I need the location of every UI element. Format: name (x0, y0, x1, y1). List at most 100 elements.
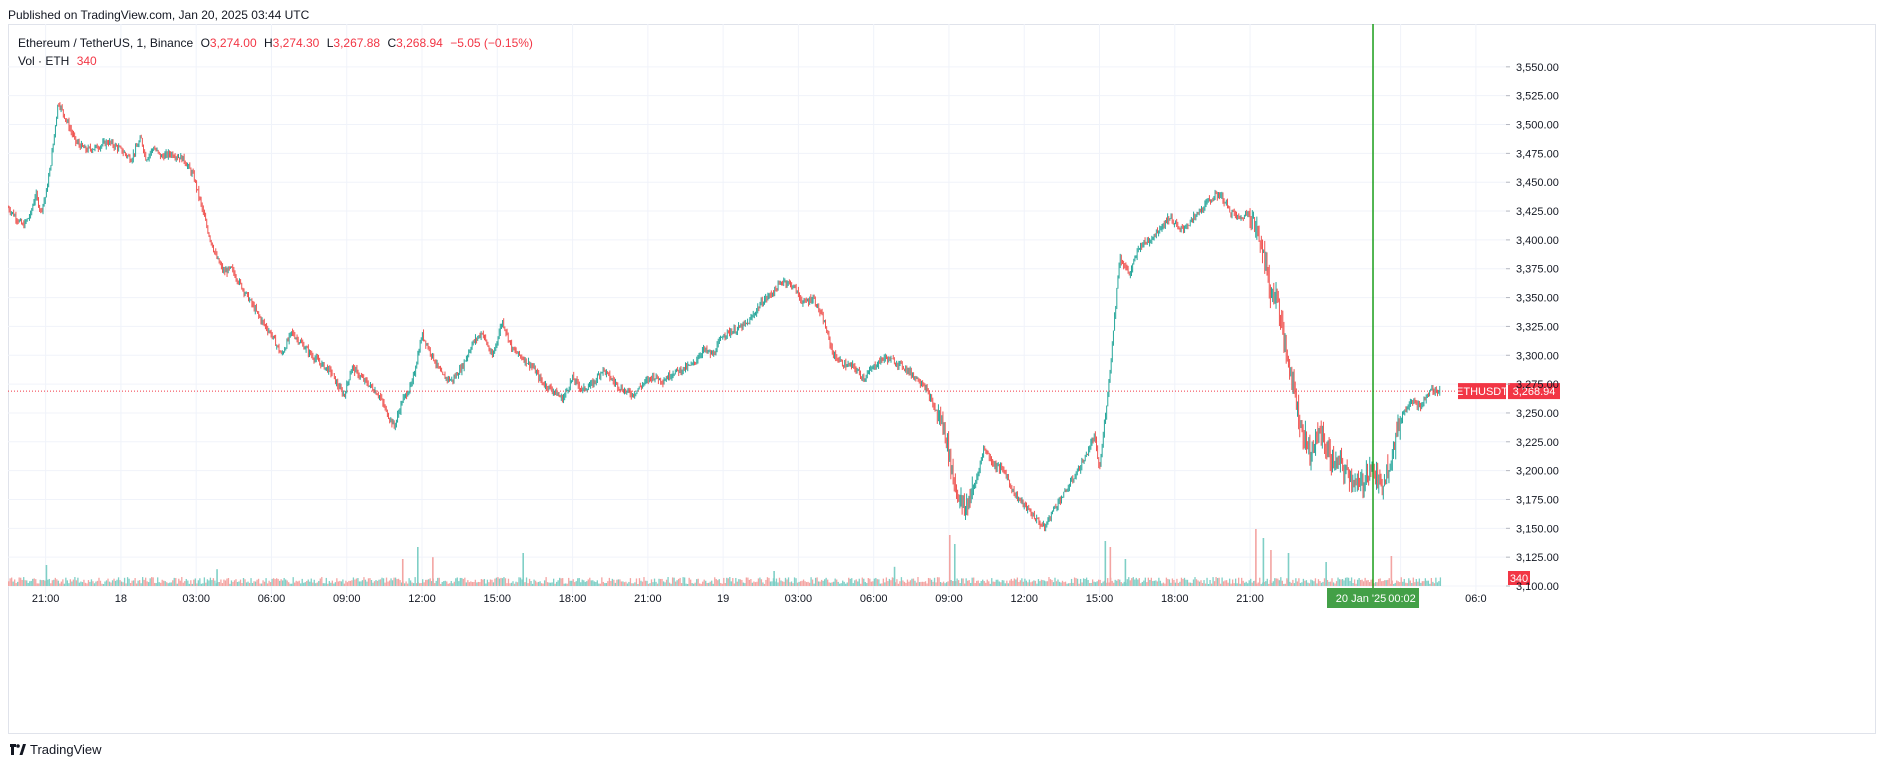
volume-bar (113, 578, 115, 586)
volume-bar (765, 579, 767, 586)
volume-bar (1266, 578, 1268, 586)
volume-bar (1411, 582, 1413, 586)
price-chart[interactable]: ETHUSDT 3,268.94 340 3,550.00 3,525.00 3,500… (8, 24, 1876, 734)
volume-bar (303, 582, 305, 586)
volume-bar (143, 579, 145, 586)
volume-bar (777, 582, 779, 586)
volume-bar (888, 578, 891, 586)
volume-bar (260, 583, 263, 586)
volume-bar (754, 582, 757, 586)
volume-bar (379, 579, 382, 586)
volume-bar (717, 580, 719, 586)
volume-bar (1167, 578, 1169, 586)
y-tick-label: 3,200.00 (1516, 466, 1559, 478)
volume-bar (1433, 583, 1436, 586)
volume-bar (1393, 583, 1395, 586)
volume-bar (450, 580, 452, 586)
volume-spike (1262, 538, 1265, 586)
volume-bar (297, 581, 299, 586)
volume-bar (354, 579, 356, 586)
volume-spike (216, 569, 218, 586)
volume-bar (807, 581, 809, 586)
volume-bar (1408, 578, 1410, 586)
volume-bar (1204, 583, 1207, 586)
volume-bar (1349, 580, 1351, 586)
volume-bar (763, 583, 766, 586)
volume-bar (59, 583, 61, 586)
volume-bar (571, 580, 573, 586)
symbol-title[interactable]: Ethereum / TetherUS, 1, Binance (18, 36, 194, 50)
volume-bar (1375, 582, 1377, 586)
volume-bar (95, 581, 97, 586)
volume-bar (1272, 581, 1274, 586)
volume-bar (524, 582, 526, 586)
volume-bar (531, 583, 534, 586)
volume-bar (917, 577, 919, 586)
volume-bar (596, 580, 598, 586)
volume-bar (1423, 581, 1425, 586)
volume-bar (563, 583, 565, 586)
volume-bar (307, 579, 309, 586)
volume-bar (1242, 580, 1244, 586)
volume-bar (601, 577, 603, 586)
volume-bar (123, 577, 126, 586)
volume-bar (960, 578, 963, 586)
volume-bar (693, 583, 695, 586)
volume-bar (921, 581, 924, 586)
volume-bar (155, 583, 157, 586)
volume-bar (565, 583, 567, 586)
volume-bar (616, 579, 618, 586)
volume-bar (322, 583, 324, 586)
volume-bar (369, 578, 371, 586)
volume-bar (593, 581, 595, 586)
volume-bar (170, 582, 172, 586)
volume-bar (319, 578, 321, 586)
volume-bar (1304, 580, 1306, 586)
volume-bar (837, 581, 839, 586)
volume-bar (897, 583, 900, 586)
volume-bar (269, 582, 272, 586)
volume-bar (364, 579, 367, 586)
volume-bar (1228, 578, 1231, 586)
volume-bar (650, 579, 653, 586)
overlay: ETHUSDT 3,268.94 340 (8, 24, 1560, 600)
volume-bar (976, 580, 978, 586)
volume-bar (861, 577, 863, 586)
volume-bar (757, 578, 760, 586)
volume-bar (1134, 579, 1136, 586)
volume-bar (247, 581, 249, 586)
volume-bar (801, 580, 803, 586)
volume-bar (211, 580, 213, 586)
volume-bar (620, 581, 623, 586)
volume-bar (334, 582, 336, 586)
volume-bar (817, 581, 820, 586)
volume-bar (1397, 581, 1399, 586)
volume-bar (965, 578, 967, 586)
volume-bar (1150, 577, 1152, 586)
volume-bar (382, 578, 385, 586)
volume-bar (869, 578, 871, 586)
volume-bar (1313, 581, 1315, 586)
volume-bar (26, 580, 28, 586)
volume-bar (1343, 580, 1345, 586)
volume-bar (324, 583, 326, 586)
volume-bar (1123, 581, 1125, 586)
volume-bar (1403, 578, 1405, 586)
volume-label[interactable]: Vol · ETH (18, 54, 70, 68)
volume-bar (506, 583, 508, 586)
volume-bar (887, 581, 889, 586)
volume-bar (459, 577, 461, 586)
volume-bar (275, 578, 278, 586)
volume-bar (909, 580, 912, 586)
volume-bar (336, 578, 338, 586)
volume-bar (1091, 579, 1094, 586)
volume-bar (515, 581, 517, 586)
volume-bar (1316, 583, 1318, 586)
volume-bar (712, 583, 714, 586)
volume-bar (1381, 581, 1383, 586)
volume-bar (827, 579, 829, 586)
volume-bar (349, 580, 352, 586)
symbol-tag: ETHUSDT (1456, 386, 1508, 398)
tradingview-brand[interactable]: TradingView (10, 742, 102, 757)
volume-bar (1402, 581, 1404, 586)
